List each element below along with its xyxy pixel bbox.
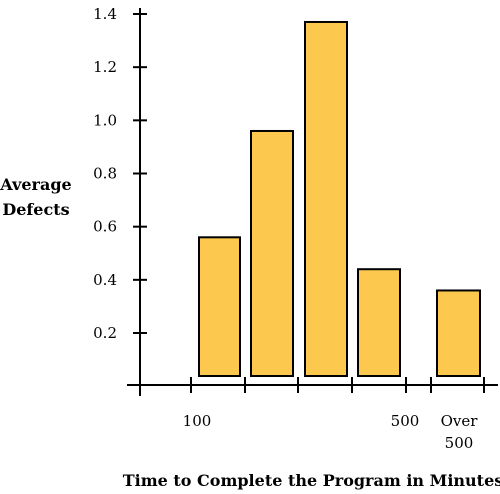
y-tick-label: 0.8 — [93, 165, 117, 183]
x-tick-label: 100 — [183, 412, 212, 430]
y-tick-label: 0.6 — [93, 218, 117, 236]
x-tick-label: 500 — [391, 412, 420, 430]
y-axis: 0.2 0.4 0.6 0.8 1.0 1.2 1.4 — [93, 5, 147, 396]
bar — [304, 20, 348, 377]
y-tick-label: 0.2 — [93, 324, 117, 342]
x-axis: 100 500 Over 500 — [127, 377, 498, 452]
y-axis-title-line-2: Defects — [2, 200, 69, 219]
bar — [436, 289, 481, 377]
y-axis-title-line-1: Average — [0, 175, 72, 194]
x-tick-label: 500 — [445, 434, 474, 452]
bars — [198, 20, 481, 377]
bar — [357, 268, 401, 377]
bar — [198, 236, 241, 377]
x-tick-label: Over — [441, 412, 479, 430]
y-tick-label: 1.0 — [93, 111, 117, 129]
y-tick-label: 1.2 — [93, 58, 117, 76]
y-tick-label: 1.4 — [93, 5, 117, 23]
bar — [250, 129, 294, 377]
y-tick-label: 0.4 — [93, 271, 117, 289]
x-axis-title: Time to Complete the Program in Minutes — [123, 471, 500, 490]
